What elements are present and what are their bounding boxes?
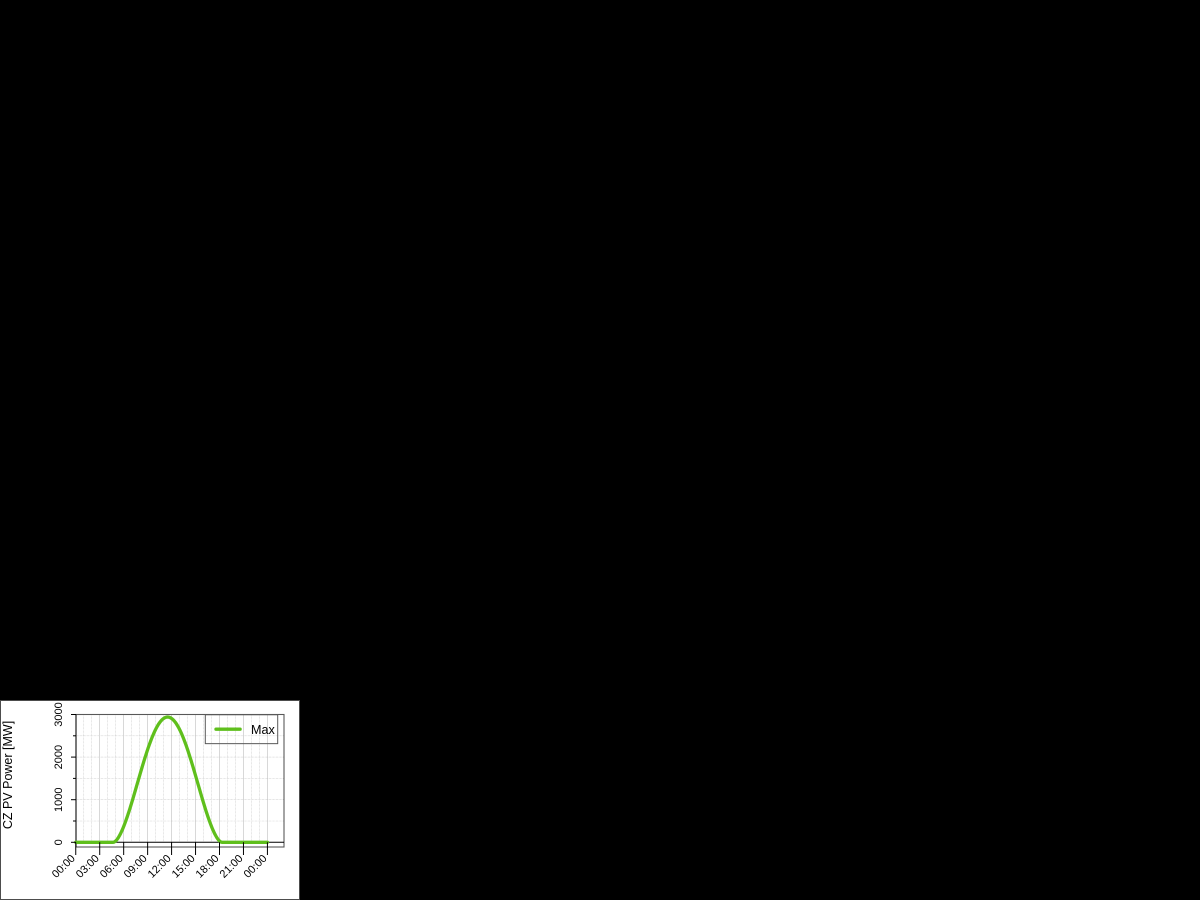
svg-text:2000: 2000 bbox=[53, 745, 65, 769]
svg-text:1000: 1000 bbox=[53, 787, 65, 811]
svg-text:CZ PV Power [MW]: CZ PV Power [MW] bbox=[1, 721, 15, 829]
svg-text:3000: 3000 bbox=[53, 702, 65, 726]
svg-text:0: 0 bbox=[53, 839, 65, 845]
svg-text:Max: Max bbox=[251, 723, 275, 737]
